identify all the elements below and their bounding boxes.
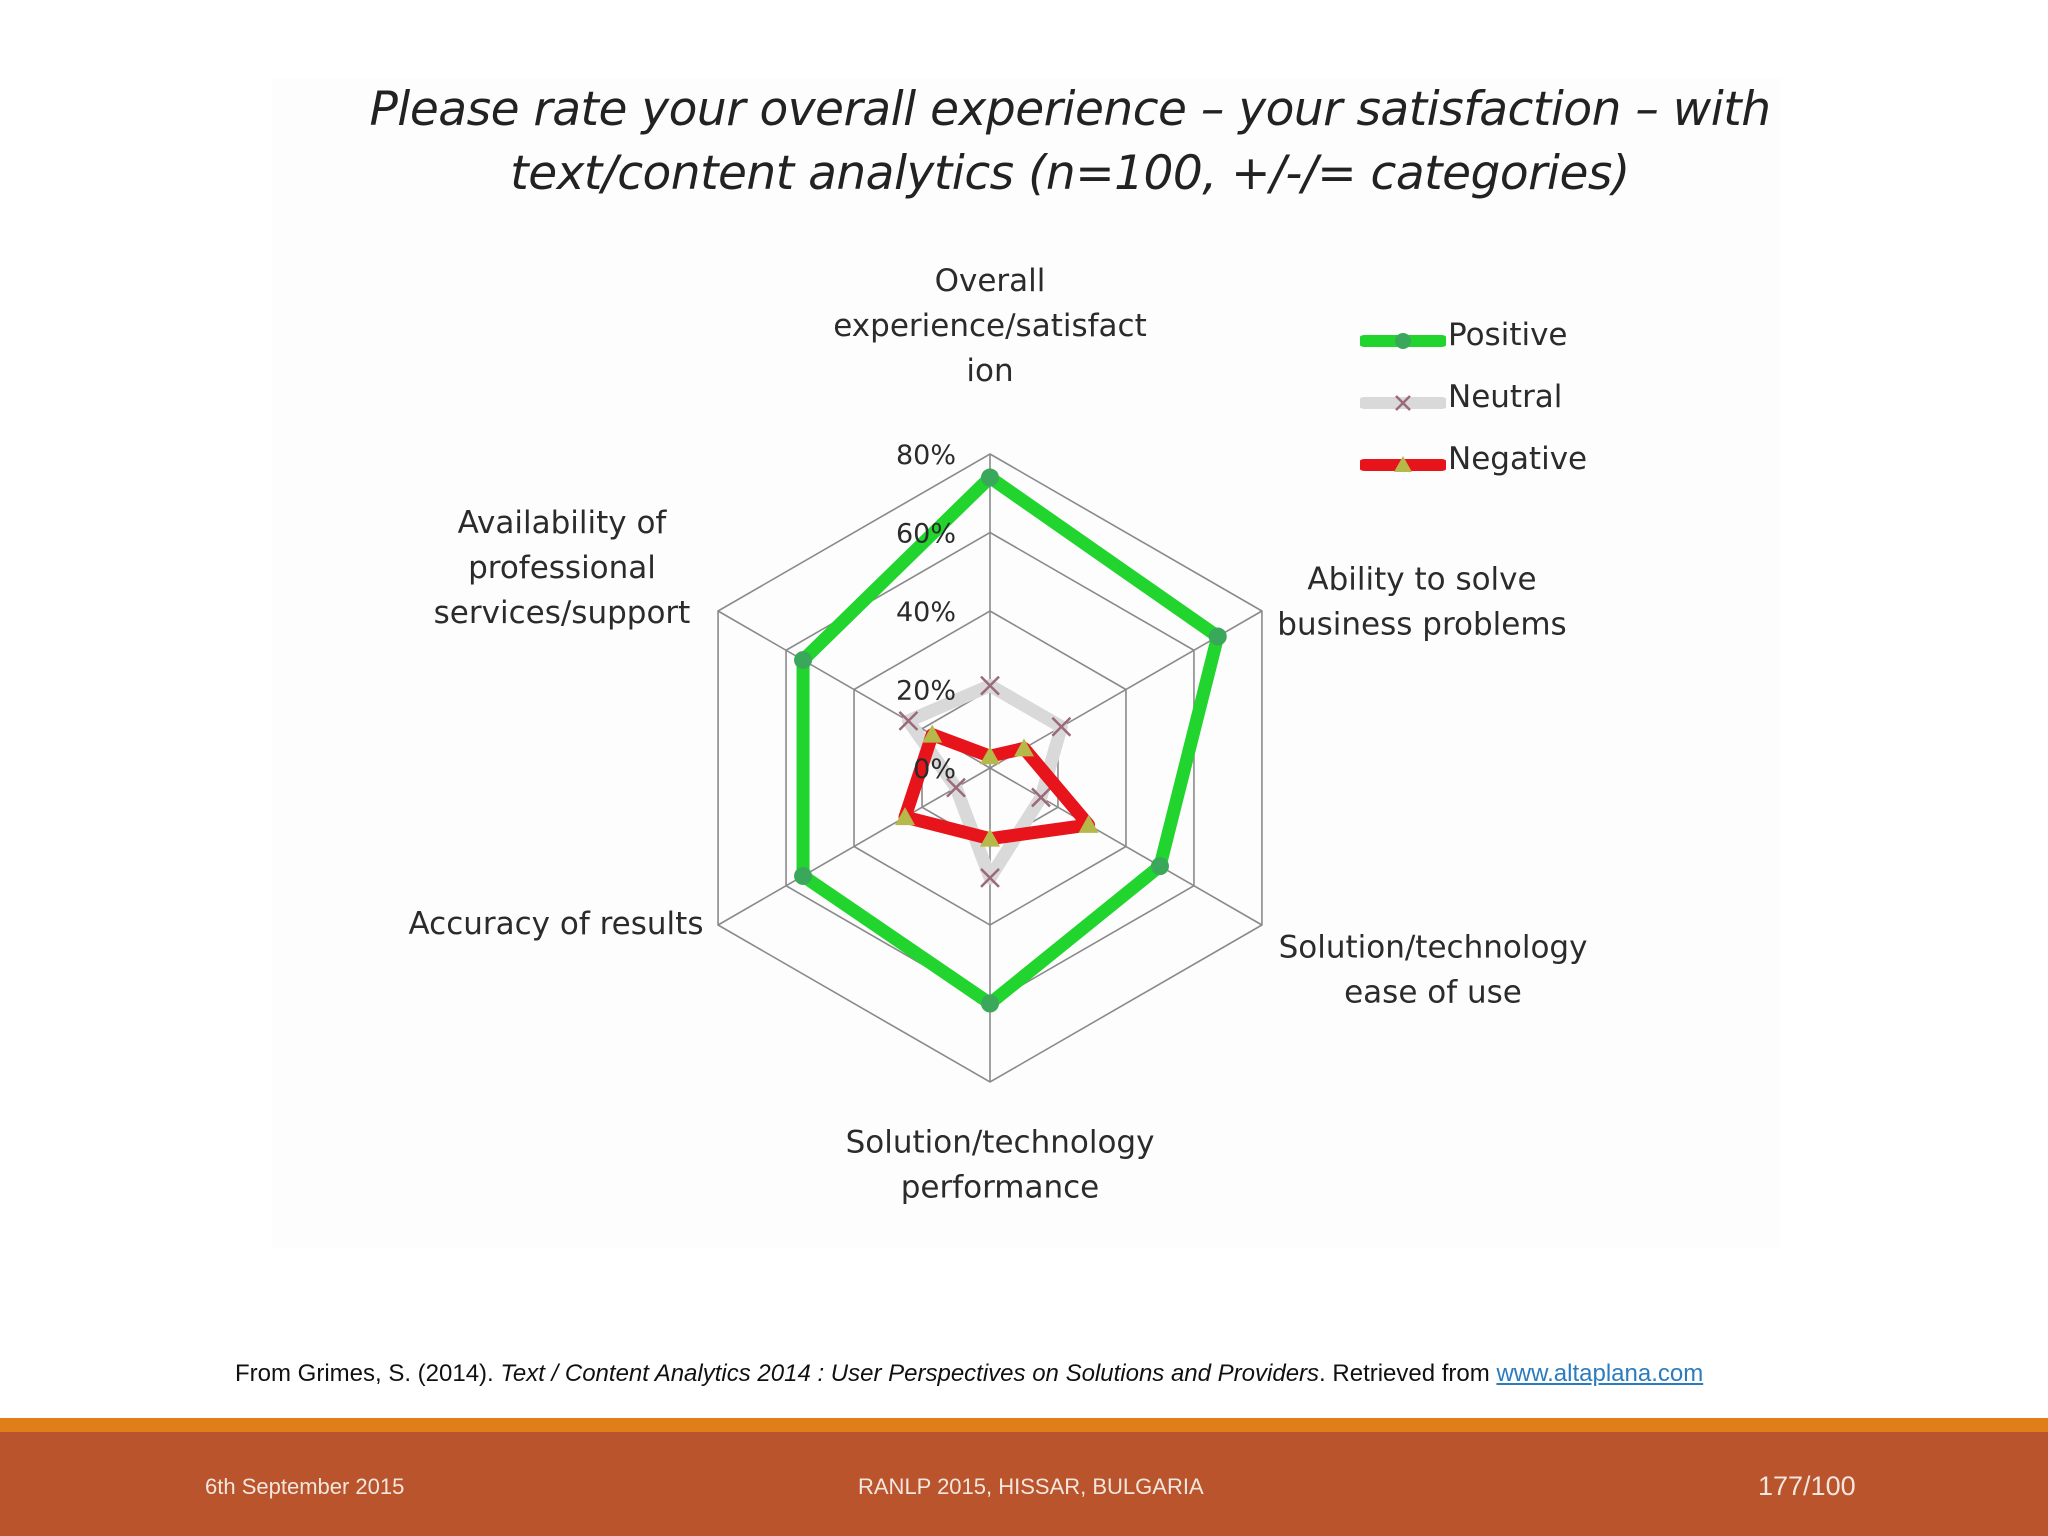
marker-neutral-4 [946, 777, 966, 798]
marker-neutral-0 [980, 675, 1000, 696]
legend-swatch-positive [1360, 333, 1446, 349]
legend-swatch-negative [1360, 456, 1446, 472]
axis-label-0-line-0: Overall [935, 263, 1046, 299]
citation-title: Text / Content Analytics 2014 : User Per… [500, 1360, 1320, 1387]
marker-neutral-1 [1051, 716, 1072, 737]
citation-link[interactable]: www.altaplana.com [1496, 1360, 1704, 1387]
marker-negative-0 [980, 746, 1000, 765]
axis-label-5-line-2: services/support [434, 595, 691, 631]
axis-label-1-line-1: business problems [1277, 607, 1566, 643]
axis-label-0-line-1: experience/satisfact [833, 308, 1146, 344]
axis-label-3-line-0: Solution/technology [846, 1125, 1155, 1161]
axis-label-5-line-1: professional [468, 550, 656, 586]
axis-label-3-line-1: performance [901, 1170, 1100, 1206]
marker-negative-4 [895, 807, 916, 826]
tick-label-20: 20% [896, 676, 956, 707]
marker-positive-3 [981, 994, 999, 1013]
chart-title-line-1: Please rate your overall experience – yo… [369, 82, 1771, 137]
marker-negative-2 [1078, 814, 1099, 833]
chart-image-panel [272, 78, 1780, 1248]
tick-label-60: 60% [896, 519, 956, 550]
axis-label-2-line-0: Solution/technology [1279, 930, 1588, 966]
tick-label-40: 40% [896, 597, 956, 628]
chart-title-line-2: text/content analytics (n=100, +/-/= cat… [510, 146, 1630, 201]
axis-label-2-line-1: ease of use [1344, 975, 1522, 1011]
axis-label-0-line-2: ion [966, 353, 1013, 389]
chart-title: Please rate your overall experience – yo… [330, 78, 1810, 206]
marker-neutral-3 [980, 868, 1000, 888]
footer-bar [0, 1432, 2048, 1536]
legend-label-neutral: Neutral [1448, 379, 1563, 415]
series-line-positive [796, 471, 1225, 1010]
source-citation: From Grimes, S. (2014). Text / Content A… [235, 1360, 1703, 1388]
marker-positive-0 [981, 468, 999, 487]
marker-positive-4 [794, 866, 813, 885]
marker-negative-5 [922, 724, 943, 743]
marker-neutral-2 [1031, 787, 1051, 808]
marker-negative-3 [980, 828, 1000, 847]
axis-spoke-4 [717, 767, 991, 926]
footer-date: 6th September 2015 [205, 1474, 405, 1499]
marker-neutral-5 [898, 711, 919, 731]
footer-event: RANLP 2015, HISSAR, BULGARIA [858, 1474, 1204, 1499]
legend-label-positive: Positive [1448, 317, 1568, 353]
axis-label-5-line-0: Availability of [458, 505, 668, 541]
tick-label-80: 80% [896, 440, 956, 471]
marker-positive-1 [1208, 627, 1227, 646]
legend-label-negative: Negative [1448, 441, 1588, 477]
footer-page-number: 177/100 [1758, 1471, 1856, 1501]
marker-positive-2 [1150, 857, 1169, 876]
legend-swatch-neutral [1360, 395, 1446, 411]
footer-accent-line [0, 1418, 2048, 1432]
citation-prefix: From Grimes, S. (2014). [235, 1360, 501, 1387]
axis-label-1-line-0: Ability to solve [1307, 562, 1536, 598]
marker-negative-1 [1013, 738, 1034, 757]
axis-label-4-line-0: Accuracy of results [409, 906, 704, 942]
marker-positive-5 [794, 651, 813, 670]
tick-label-0: 0% [913, 754, 956, 785]
citation-middle: . Retrieved from [1319, 1360, 1497, 1387]
